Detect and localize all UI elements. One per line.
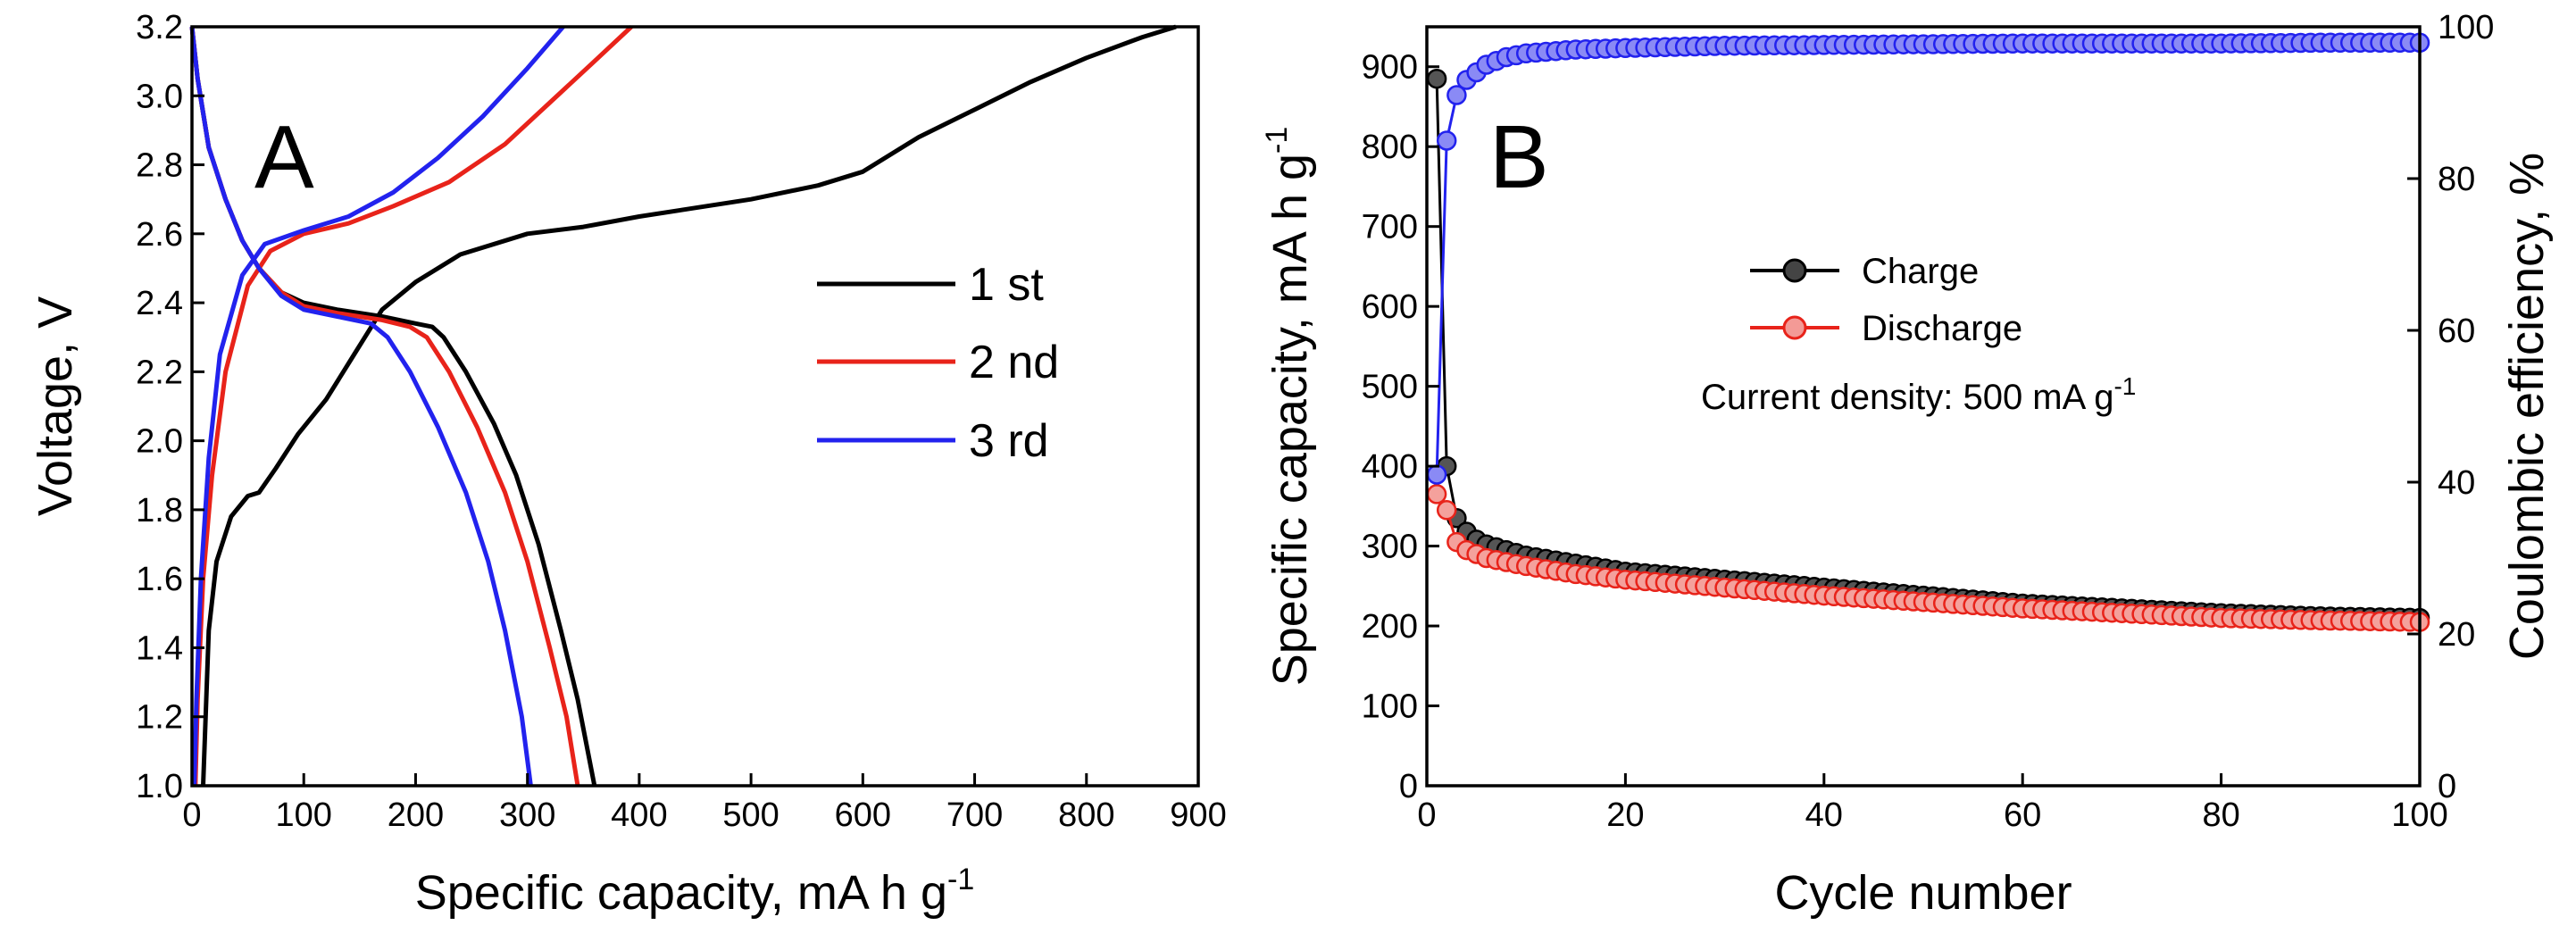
panel-b-y2label: Coulombic efficiency, % [2500,153,2554,660]
panel-b-frame [1425,25,2422,788]
panel-a-xlabel-sup: -1 [947,863,974,896]
b-y2tick-label: 80 [2438,161,2475,198]
panel-b-ylabel: Specific capacity, mA h g-1 [1260,127,1317,687]
b-xtick-label: 40 [1805,796,1843,834]
panel-a-label: A [254,107,314,207]
b-ytick-label: 200 [1362,608,1418,646]
panel-b-ylabel-sup: -1 [1260,127,1294,154]
panel-b-chart: 0 20 40 60 80 1000100200300400500600700800900… [1260,9,2554,920]
b-ytick-label: 300 [1362,529,1418,566]
b-xtick-label: 60 [2004,796,2041,834]
current-density-annotation: Current density: 500 mA g-1 [1701,372,2136,417]
series-1-discharge-line [189,26,597,787]
a-ytick-label: 2.0 [136,423,183,461]
legend-label-3rd: 3 rd [969,415,1049,467]
legend-marker-discharge [1782,315,1807,340]
b-xtick-label: 100 [2391,796,2447,834]
panel-a-ylabel: Voltage, V [29,296,82,516]
b-xtick-label: 0 [1417,796,1436,834]
discharge-point [1426,484,1447,504]
efficiency-point [1426,464,1447,485]
legend-label-charge: Charge [1862,252,1979,291]
b-ytick-label: 800 [1362,129,1418,166]
b-y2tick-label: 40 [2438,464,2475,502]
a-xtick-label: 700 [946,796,1003,834]
legend-label-1st: 1 st [969,259,1044,311]
legend-marker-charge [1782,258,1807,283]
efficiency-point [1446,85,1467,105]
a-ytick-label: 2.4 [136,285,183,322]
b-y2tick-label: 0 [2438,768,2456,805]
a-xtick-label: 600 [835,796,891,834]
a-ytick-label: 1.6 [136,561,183,598]
a-ytick-label: 3.2 [136,9,183,46]
series-2-charge-line [193,25,633,787]
b-ytick-label: 400 [1362,448,1418,486]
a-ytick-label: 1.2 [136,699,183,737]
a-xtick-label: 900 [1170,796,1226,834]
series-3-discharge-line [189,26,533,787]
a-xtick-label: 100 [276,796,332,834]
b-ytick-label: 100 [1362,688,1418,726]
panel-a-chart: 0 100 200 300 400 500 600 700 800 900 1.0 1.2 1.4 1.6… [29,9,1227,920]
b-xtick-label: 80 [2202,796,2239,834]
a-ytick-label: 1.8 [136,492,183,529]
a-xtick-label: 0 [182,796,201,834]
b-ytick-label: 900 [1362,49,1418,87]
series-1-charge-line [201,24,1177,787]
charge-connector-line [1435,79,2421,620]
annotation-sup: -1 [2113,372,2136,400]
a-xtick-label: 400 [611,796,667,834]
b-ytick-label: 600 [1362,288,1418,326]
a-ytick-label: 2.8 [136,147,183,185]
a-ytick-label: 1.0 [136,768,183,805]
legend-label-discharge: Discharge [1862,309,2022,348]
series-2-discharge-line [189,26,580,787]
b-ytick-label: 700 [1362,209,1418,246]
b-y2tick-label: 20 [2438,616,2475,654]
b-xtick-label: 20 [1606,796,1644,834]
annotation-main: Current density: 500 mA g [1701,378,2113,417]
panel-a-xlabel-main: Specific capacity, mA h g [415,866,947,920]
b-y2tick-label: 100 [2438,9,2494,46]
charge-point [1426,68,1447,89]
discharge-point [1436,500,1457,521]
panel-b-label: B [1489,107,1549,207]
efficiency-point [1436,130,1457,151]
a-xtick-label: 200 [388,796,444,834]
a-xtick-label: 300 [499,796,555,834]
a-ytick-label: 1.4 [136,629,183,667]
b-y2tick-label: 60 [2438,313,2475,350]
panel-a-xlabel: Specific capacity, mA h g-1 [415,863,975,920]
a-xtick-label: 500 [722,796,779,834]
panel-a-frame [190,25,1200,788]
legend-label-2nd: 2 nd [969,337,1059,388]
a-ytick-label: 3.0 [136,78,183,115]
panel-a-legend: 1 st 2 nd 3 rd [817,259,1059,467]
b-ytick-label: 0 [1399,768,1418,805]
series-3-charge-line [192,25,565,787]
a-ytick-label: 2.6 [136,216,183,254]
panel-b-legend: Charge Discharge [1750,252,2022,348]
a-xtick-label: 800 [1058,796,1114,834]
b-ytick-label: 500 [1362,369,1418,406]
panel-b-ylabel-main: Specific capacity, mA h g [1263,154,1317,686]
a-ytick-label: 2.2 [136,354,183,391]
panel-b-xlabel: Cycle number [1774,866,2072,920]
